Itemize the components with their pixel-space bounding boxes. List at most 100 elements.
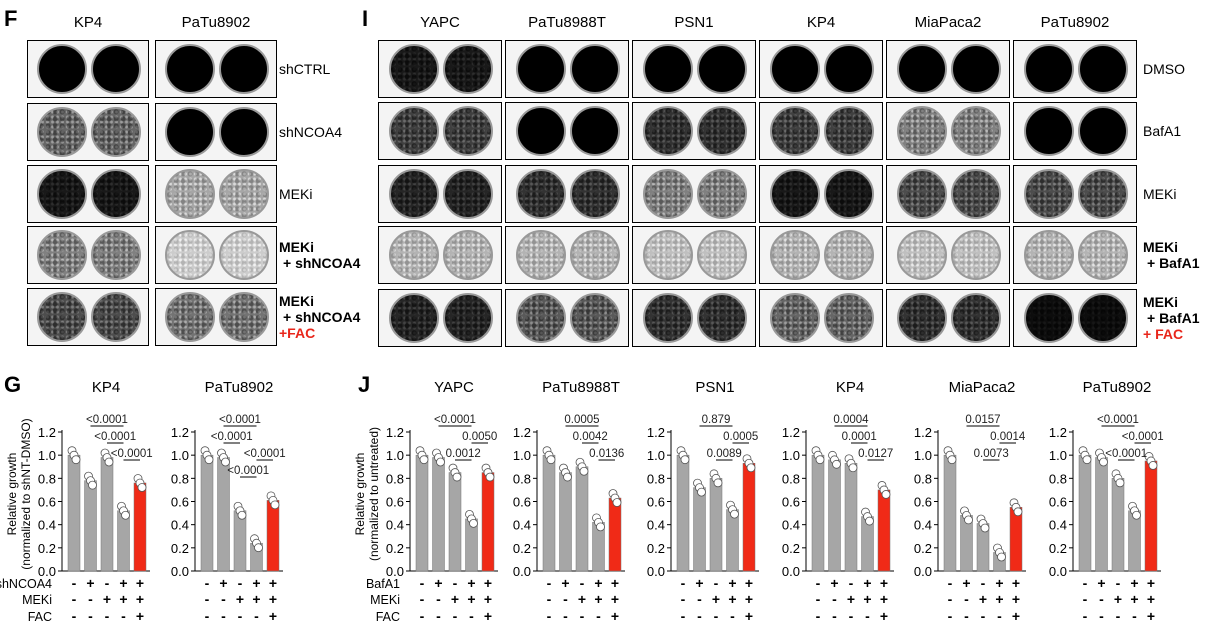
p-value: <0.0001 <box>211 431 253 443</box>
treatment-sign: - <box>436 591 441 607</box>
data-point <box>563 472 572 482</box>
well <box>91 107 141 157</box>
row-label-line: MEKi <box>1143 186 1177 202</box>
data-point <box>848 463 858 473</box>
data-point <box>815 455 825 465</box>
row-label: MEKi <box>279 186 312 202</box>
treatment-sign: + <box>1012 575 1020 591</box>
treatment-sign: - <box>1083 575 1088 591</box>
well <box>219 107 269 157</box>
treatment-sign: + <box>103 591 111 607</box>
chart-title: PSN1 <box>695 379 734 396</box>
well <box>91 230 141 280</box>
treatment-sign: - <box>221 608 226 624</box>
bar <box>709 478 723 572</box>
well <box>1024 230 1074 280</box>
row-label-line: shNCOA4 <box>279 124 343 140</box>
treatment-sign: - <box>453 575 458 591</box>
plate <box>759 40 883 98</box>
treatment-sign: - <box>981 575 986 591</box>
bar <box>1111 478 1125 572</box>
treatment-sign: + <box>611 608 619 624</box>
treatment-sign: - <box>88 591 93 607</box>
well <box>643 230 693 280</box>
treatment-sign: - <box>72 608 77 624</box>
p-value: 0.0073 <box>974 448 1009 460</box>
plate <box>155 40 277 98</box>
treatment-label: BafA1 <box>366 577 400 591</box>
p-value: <0.0001 <box>86 414 128 426</box>
well <box>389 44 439 94</box>
well <box>697 169 747 219</box>
data-point <box>596 522 605 532</box>
p-value: 0.0014 <box>990 431 1026 443</box>
well <box>897 169 947 219</box>
treatment-sign: + <box>136 575 144 591</box>
treatment-sign: + <box>728 591 736 607</box>
treatment-sign: + <box>467 591 475 607</box>
treatment-sign: - <box>948 575 953 591</box>
well <box>643 293 693 343</box>
treatment-sign: - <box>469 608 474 624</box>
treatment-sign: + <box>745 608 753 624</box>
panel-letter-j: J <box>358 372 371 397</box>
well <box>697 44 747 94</box>
y-tick-label: 0.6 <box>513 495 531 510</box>
bar <box>811 454 825 572</box>
treatment-sign: - <box>453 608 458 624</box>
well <box>951 169 1001 219</box>
y-tick-label: 0.4 <box>171 518 189 533</box>
well <box>389 293 439 343</box>
treatment-sign: + <box>252 591 260 607</box>
bar <box>233 510 247 572</box>
p-value: 0.879 <box>702 414 731 426</box>
y-tick-label: 0.8 <box>914 471 932 486</box>
treatment-sign: + <box>119 591 127 607</box>
data-point <box>485 472 495 482</box>
p-value: 0.0136 <box>589 448 624 460</box>
data-point <box>254 543 263 553</box>
data-point <box>579 466 589 476</box>
y-tick-label: 0.6 <box>914 495 932 510</box>
well <box>643 169 693 219</box>
plate <box>378 226 502 284</box>
y-tick-label: 0.2 <box>38 541 56 556</box>
well <box>951 44 1001 94</box>
bar <box>742 463 756 572</box>
data-point <box>137 483 147 492</box>
row-label-line: + BafA1 <box>1147 310 1200 326</box>
y-tick-label: 0.8 <box>1049 471 1067 486</box>
p-value: <0.0001 <box>111 448 153 460</box>
y-axis-label: (normalized to shNT-DMSO) <box>19 418 33 569</box>
treatment-sign: + <box>1012 608 1020 624</box>
treatment-label: FAC <box>376 610 400 624</box>
plate <box>155 103 277 161</box>
well <box>697 230 747 280</box>
treatment-sign: + <box>995 575 1003 591</box>
plate <box>632 226 756 284</box>
treatment-sign: - <box>420 591 425 607</box>
well <box>37 169 87 219</box>
row-label-line: MEKi <box>1143 294 1178 310</box>
p-value: 0.0050 <box>462 431 497 443</box>
well <box>37 292 87 342</box>
data-point <box>947 455 957 465</box>
y-tick-label: 0.6 <box>386 495 404 510</box>
plate <box>27 165 149 223</box>
treatment-sign: - <box>72 575 77 591</box>
bar <box>432 457 445 572</box>
well <box>770 230 820 280</box>
y-tick-label: 0.8 <box>647 471 665 486</box>
treatment-sign: + <box>484 591 492 607</box>
treatment-sign: - <box>420 575 425 591</box>
data-point <box>713 478 723 488</box>
treatment-sign: - <box>547 608 552 624</box>
row-label-line: MEKi <box>279 186 313 202</box>
treatment-sign: - <box>681 575 686 591</box>
treatment-sign: - <box>849 575 854 591</box>
y-tick-label: 1.0 <box>386 448 404 463</box>
treatment-sign: + <box>611 591 619 607</box>
row-label: MEKi + BafA1 <box>1143 239 1200 271</box>
treatment-sign: + <box>434 575 442 591</box>
treatment-sign: - <box>964 608 969 624</box>
